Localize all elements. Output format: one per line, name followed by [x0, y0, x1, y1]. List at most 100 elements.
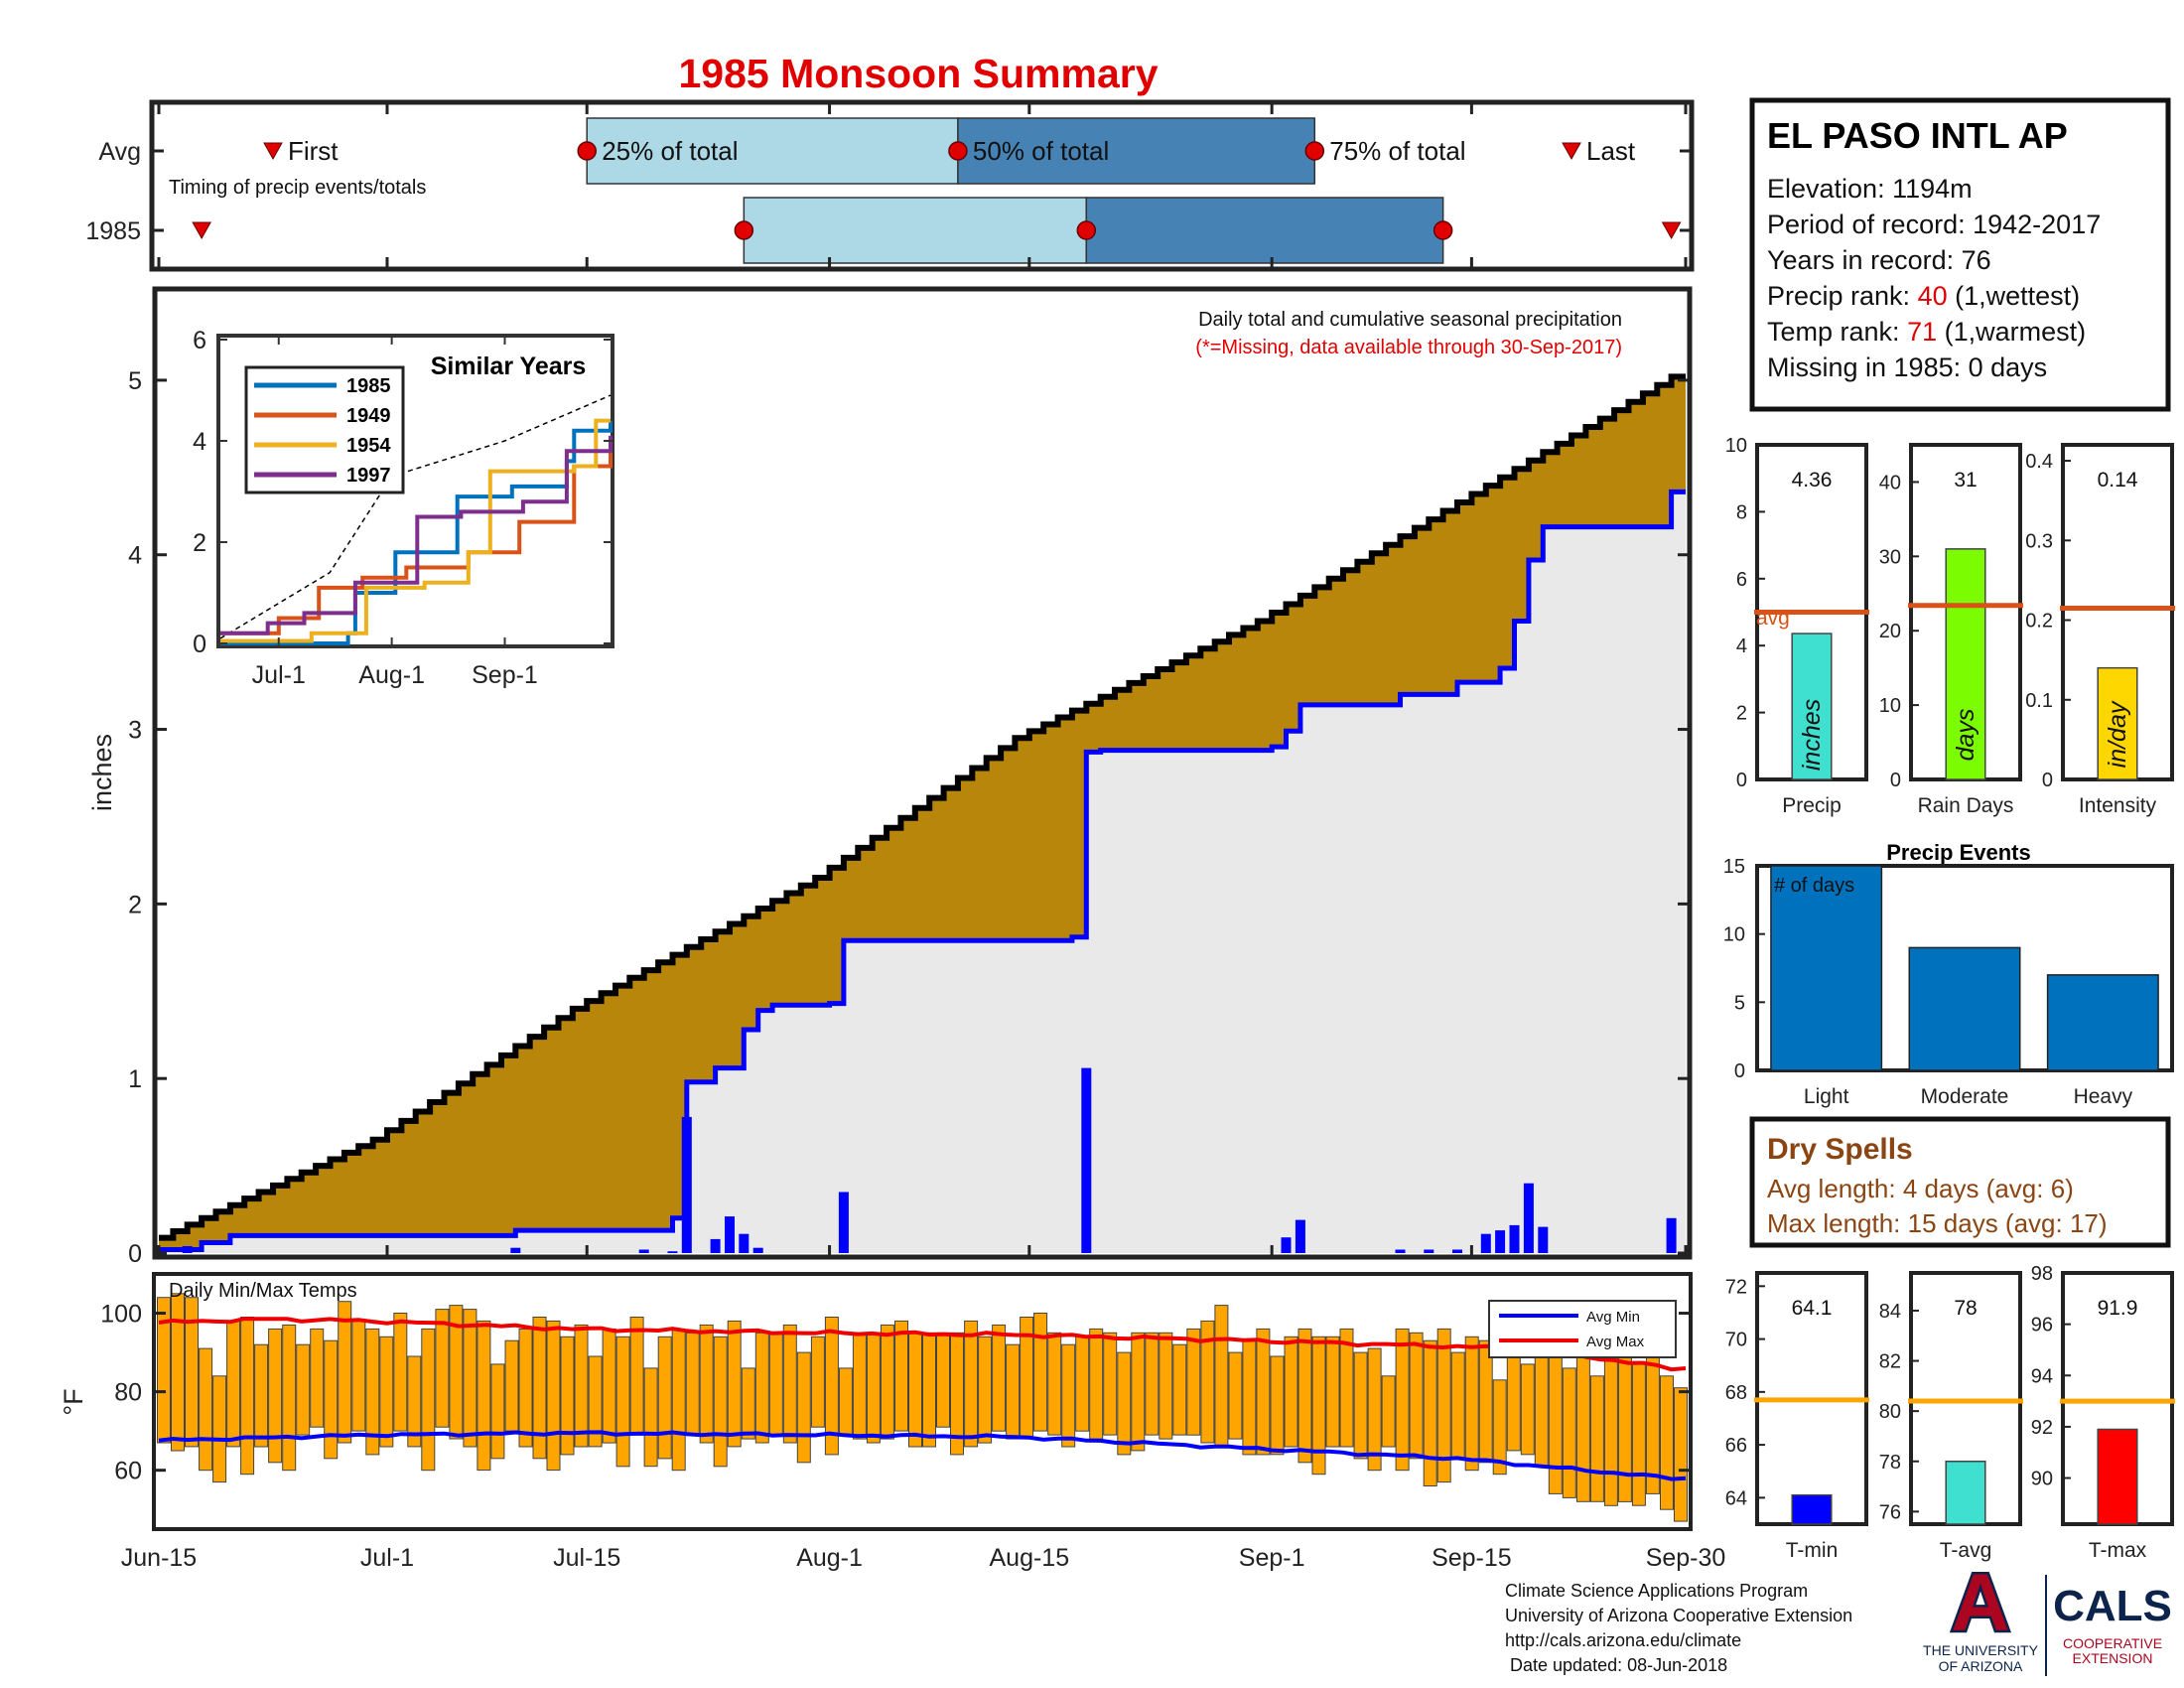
temp-range-bar — [1186, 1328, 1201, 1436]
summary-bar — [1791, 1493, 1833, 1525]
inset-legend-label: 1954 — [346, 435, 391, 457]
daily-precip-bar — [1538, 1226, 1549, 1253]
timing-row-avg-label: Avg — [98, 138, 141, 166]
temp-range-bar — [713, 1336, 728, 1468]
footer-line-4: Date updated: 08-Jun-2018 — [1505, 1655, 1727, 1675]
temp-range-bar — [185, 1297, 199, 1448]
cals-logo-line1: COOPERATIVE — [2063, 1635, 2162, 1651]
timing-quantile-marker — [1304, 141, 1325, 161]
temp-range-bar — [1256, 1328, 1271, 1456]
timing-panel: Avg 1985 Timing of precip events/totals … — [85, 99, 1695, 272]
summary-bar — [1945, 548, 1986, 780]
summary-bar — [1791, 633, 1833, 780]
summary-ytick-label: 84 — [1879, 1301, 1901, 1323]
footer-line-2: University of Arizona Cooperative Extens… — [1505, 1606, 1852, 1625]
timing-box-upper — [957, 117, 1316, 185]
station-line: Years in record: 76 — [1767, 245, 1991, 275]
daily-precip-bar — [1281, 1237, 1292, 1253]
inset-series-line — [220, 435, 613, 635]
temp-range-bar — [1242, 1339, 1257, 1456]
daily-precip-bar — [1452, 1249, 1462, 1253]
inset-legend-frame — [244, 365, 405, 494]
legend-avg-max-label: Avg Max — [1586, 1334, 1645, 1350]
temp-legend-frame — [1488, 1300, 1677, 1358]
temp-range-bar — [894, 1320, 908, 1432]
temp-range-bar — [1381, 1375, 1396, 1448]
timing-endpoint-marker — [1661, 221, 1682, 240]
summary-ytick-label: 40 — [1879, 472, 1901, 493]
temp-range-bar — [810, 1336, 825, 1428]
temp-range-bar — [379, 1336, 394, 1448]
intensity-summary-panel: 0.14 Intensity in/day 0 0.1 0.2 0.3 0.4 — [2025, 443, 2175, 817]
daily-precip-bar — [1495, 1230, 1506, 1253]
summary-ytick-label: 2 — [1736, 703, 1747, 725]
summary-value-label: 64.1 — [1792, 1297, 1833, 1320]
temp-range-bar — [212, 1375, 227, 1483]
temp-range-bar — [449, 1305, 464, 1440]
temp-range-bar — [1089, 1328, 1104, 1440]
temp-range-bar — [1200, 1320, 1215, 1444]
summary-ytick-label: 8 — [1736, 501, 1747, 523]
station-line-label: Elevation: — [1767, 174, 1892, 204]
temp-range-bar — [1478, 1339, 1493, 1464]
summary-unit-label: in/day — [2104, 700, 2131, 768]
inset-legend: 1985 1949 1954 1997 — [244, 365, 405, 494]
temp-range-bar — [741, 1367, 755, 1440]
temp-ytick-label: 80 — [114, 1379, 142, 1407]
inset-legend-label: 1997 — [346, 465, 391, 487]
timing-quantile-marker — [948, 141, 968, 161]
summary-value-label: 31 — [1954, 469, 1977, 492]
summary-axis-label: Intensity — [2079, 794, 2157, 817]
temp-range-bar — [699, 1324, 714, 1444]
summary-ytick-label: 0.1 — [2025, 690, 2053, 712]
temp-ytick-label: 100 — [100, 1301, 142, 1329]
temp-range-bar — [504, 1339, 519, 1432]
temp-range-bar — [657, 1336, 672, 1460]
summary-axis-label: T-min — [1786, 1539, 1839, 1562]
daily-precip-bar — [838, 1192, 849, 1253]
event-category-label: Moderate — [1921, 1085, 2009, 1108]
summary-ytick-label: 30 — [1879, 546, 1901, 568]
summary-ytick-label: 64 — [1725, 1487, 1747, 1509]
temp-range-bar — [560, 1336, 575, 1456]
temp-range-bar — [1006, 1343, 1021, 1440]
main-annotation: Daily total and cumulative seasonal prec… — [1198, 309, 1622, 331]
timing-q75-label: 75% of total — [1329, 136, 1465, 166]
temp-range-bar — [1603, 1347, 1618, 1506]
temp-range-bar — [546, 1320, 561, 1472]
avg-max-line — [158, 1317, 1687, 1372]
inset-ytick-label: 0 — [193, 631, 206, 658]
temp-range-bar — [950, 1332, 964, 1456]
inset-title: Similar Years — [431, 352, 587, 380]
dry-spells-max: Max length: 15 days (avg: 17) — [1767, 1208, 2108, 1238]
temp-range-bar — [1575, 1351, 1590, 1502]
inset-xtick-label: Jul-1 — [252, 661, 306, 689]
temp-range-bar — [1270, 1355, 1285, 1456]
summary-ytick-label: 96 — [2031, 1315, 2053, 1336]
summary-bar — [2097, 1428, 2138, 1525]
inset-ytick-label: 6 — [193, 327, 206, 354]
temp-range-bar — [824, 1317, 839, 1456]
timing-q25-label: 25% of total — [602, 136, 738, 166]
daily-precip-bar — [1523, 1183, 1534, 1253]
summary-ytick-label: 82 — [1879, 1351, 1901, 1373]
temp-ylabel: °F — [59, 1388, 88, 1415]
temp-range-bar — [1172, 1343, 1187, 1436]
temp-range-bar — [866, 1332, 881, 1444]
main-ytick-label: 4 — [128, 542, 142, 570]
temp-range-bar — [782, 1324, 797, 1444]
summary-ytick-label: 10 — [1879, 695, 1901, 717]
events-ytick-label: 10 — [1723, 924, 1745, 946]
station-line-label: Period of record: — [1767, 210, 1973, 239]
temp-range-bar — [1075, 1336, 1090, 1432]
summary-bar — [1945, 1461, 1986, 1525]
main-xtick-label: Jul-15 — [553, 1544, 620, 1572]
temp-range-bar — [171, 1293, 185, 1452]
events-ytick-label: 15 — [1723, 856, 1745, 878]
events-title: Precip Events — [1886, 840, 2031, 865]
station-name: EL PASO INTL AP — [1767, 115, 2068, 156]
dry-spells-title: Dry Spells — [1767, 1133, 1913, 1166]
temp-range-bar — [463, 1309, 478, 1448]
tavg-summary-panel: 78 T-avg 76 78 80 82 84 — [1879, 1271, 2023, 1562]
main-ytick-label: 3 — [128, 717, 142, 745]
